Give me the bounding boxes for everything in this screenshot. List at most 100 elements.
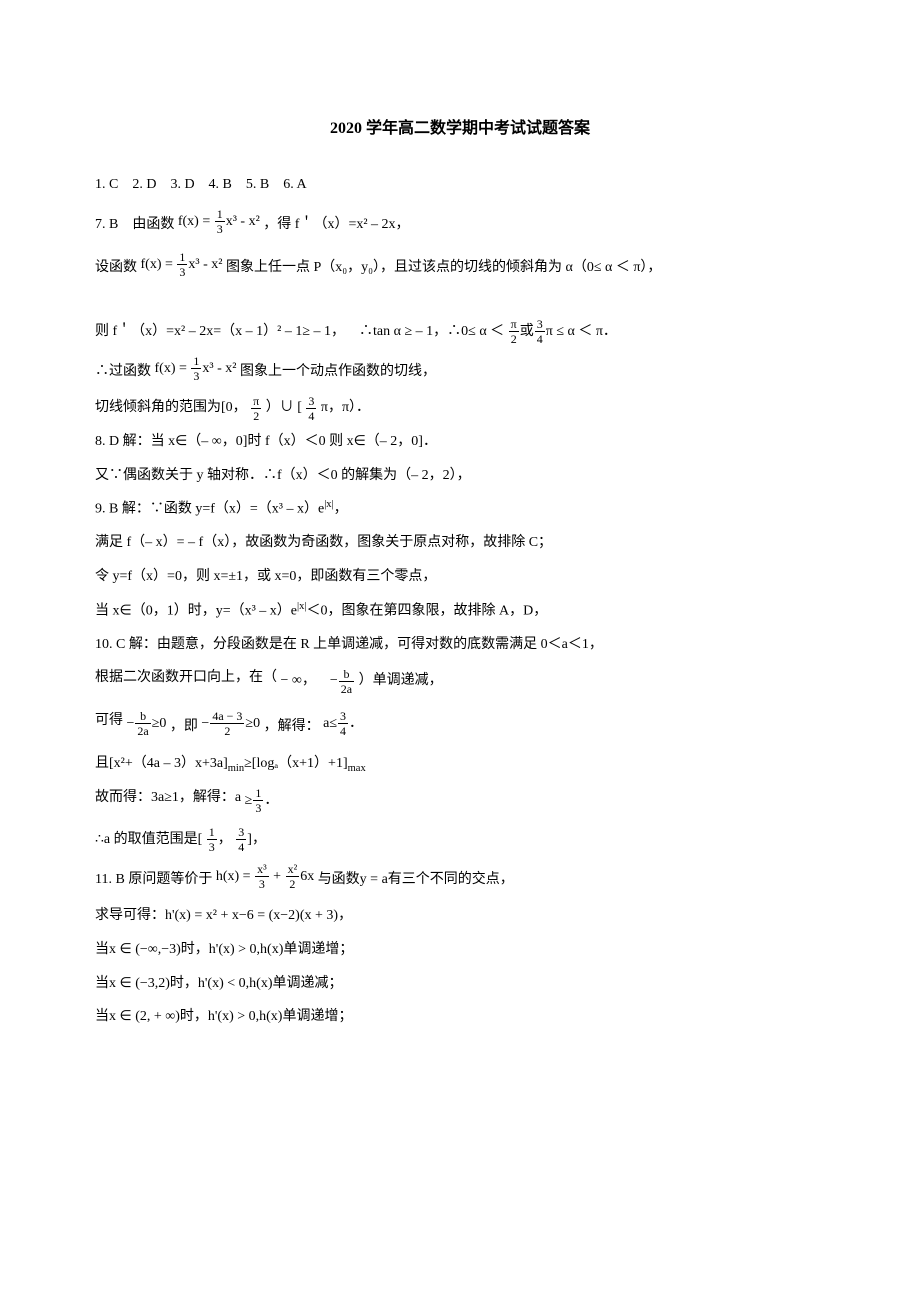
num: 1 xyxy=(191,355,201,368)
plus: + xyxy=(270,869,285,884)
q9-l4b: ＜0，图象在第四象限，故排除 A，D， xyxy=(306,603,547,618)
frac-1-3d: 13 xyxy=(253,787,263,814)
q10-p2: −4a − 32≥0 xyxy=(201,707,260,741)
q7-fx2: f(x) = 13x³ - x² xyxy=(141,248,223,282)
or-text: 或 xyxy=(520,324,534,339)
q11-line1: 11. B 原问题等价于 h(x) = x³3 + x²26x 与函数y = a… xyxy=(95,857,825,900)
q9-line2: 满足 f（– x）= – f（x），故函数为奇函数，图象关于原点对称，故排除 C… xyxy=(95,526,825,560)
q10-line3: 可得 −b2a≥0 ，即 −4a − 32≥0 ，解得： a≤34． xyxy=(95,704,825,747)
frac-b-2a2: b2a xyxy=(135,710,150,737)
q10-l4a: 且[x²+（4a – 3）x+3a] xyxy=(95,756,228,771)
frac-4a3-2: 4a − 32 xyxy=(210,710,244,737)
num: b xyxy=(135,710,150,723)
frac-x2-2: x²2 xyxy=(286,863,300,890)
q7-l5b: ）∪ [ xyxy=(266,400,302,415)
q10-line4: 且[x²+（4a – 3）x+3a]min≥[logₐ（x+1）+1]max xyxy=(95,747,825,781)
frac-3-4: 34 xyxy=(535,318,545,345)
q7-l4-suffix: 图象上一个动点作函数的切线， xyxy=(240,364,436,379)
den: 2a xyxy=(339,681,354,695)
a-le: a≤ xyxy=(323,716,337,731)
q10-l2-paren: ）单调递减， xyxy=(359,673,443,688)
pi-text: π xyxy=(546,324,553,339)
neg: − xyxy=(127,716,135,731)
frac-3-4d: 34 xyxy=(236,826,246,853)
den: 2 xyxy=(251,408,261,422)
num: 3 xyxy=(306,395,316,408)
q10-ge-1-3: ≥13． xyxy=(245,784,279,818)
page-container: 2020 学年高二数学期中考试试题答案 1. C 2. D 3. D 4. B … xyxy=(0,0,920,1094)
num: 1 xyxy=(207,826,217,839)
q10-l3a: 可得 xyxy=(95,713,127,728)
q9-l1a: 9. B 解：∵函数 y=f（x）=（x³ – x）e xyxy=(95,502,324,517)
q10-l6a: ∴a 的取值范围是[ xyxy=(95,832,202,847)
q7-l5a: 切线倾斜角的范围为[0， xyxy=(95,400,247,415)
ge: ≥ xyxy=(245,793,253,808)
q7-l4-prefix: ∴过函数 xyxy=(95,355,151,389)
hx-eq: h(x) = xyxy=(216,869,254,884)
den: 4 xyxy=(535,331,545,345)
num: x³ xyxy=(255,863,269,876)
q10-line1: 10. C 解：由题意，分段函数是在 R 上单调递减，可得对数的底数需满足 0＜… xyxy=(95,628,825,662)
den: 3 xyxy=(191,368,201,382)
q7-prefix: 7. B 由函数 xyxy=(95,208,174,242)
q11-line2: 求导可得：h'(x) = x² + x−6 = (x−2)(x + 3)， xyxy=(95,899,825,933)
q10-l3c: ，解得： xyxy=(264,719,320,734)
sup-absx: |x| xyxy=(324,499,333,510)
q11-line4: 当x ∈ (−3,2)时，h'(x) < 0,h(x)单调递减； xyxy=(95,967,825,1001)
frac-1-3c: 13 xyxy=(191,355,201,382)
num: 3 xyxy=(535,318,545,331)
ge0: ≥0 xyxy=(245,716,260,731)
frac-1-3: 13 xyxy=(215,208,225,235)
frac-1-3b: 13 xyxy=(177,251,187,278)
den: 3 xyxy=(253,800,263,814)
fx-tail: x³ - x² xyxy=(202,361,236,376)
q11-hx: h(x) = x³3 + x²26x xyxy=(216,860,314,894)
hx-tail: 6x xyxy=(300,869,314,884)
den: 3 xyxy=(215,221,225,235)
spacer xyxy=(95,287,825,315)
fx-eq: f(x) = xyxy=(178,214,214,229)
q9-line4: 当 x∈（0，1）时，y=（x³ – x）e|x|＜0，图象在第四象限，故排除 … xyxy=(95,594,825,628)
neg: − xyxy=(201,716,209,731)
num: 1 xyxy=(215,208,225,221)
q10-l4b: ≥[logₐ（x+1）+1] xyxy=(244,756,348,771)
q8-line2: 又∵偶函数关于 y 轴对称．∴f（x）＜0 的解集为（– 2，2）， xyxy=(95,459,825,493)
num: x² xyxy=(286,863,300,876)
q7-line3: 则 f＇（x）=x² – 2x=（x – 1）² – 1≥ – 1， ∴tan … xyxy=(95,315,825,349)
q10-l3b: ，即 xyxy=(170,719,202,734)
q9-line1: 9. B 解：∵函数 y=f（x）=（x³ – x）e|x|， xyxy=(95,492,825,526)
frac-1-3e: 13 xyxy=(207,826,217,853)
q10-l6b: ]， xyxy=(247,832,266,847)
q7-l3a: 则 f＇（x）=x² – 2x=（x – 1）² – 1≥ – 1， ∴tan … xyxy=(95,324,504,339)
q7-l5c: π，π）． xyxy=(321,400,370,415)
q7-fx3: f(x) = 13x³ - x² xyxy=(155,352,237,386)
den: 2 xyxy=(509,331,519,345)
den: 2 xyxy=(286,876,300,890)
num: π xyxy=(509,318,519,331)
q10-l5a: 故而得：3a≥1，解得：a xyxy=(95,790,241,805)
sub-max: max xyxy=(348,762,366,773)
q9-line3: 令 y=f（x）=0，则 x=±1，或 x=0，即函数有三个零点， xyxy=(95,560,825,594)
den: 4 xyxy=(338,723,348,737)
den: 3 xyxy=(255,876,269,890)
q10-line2: 根据二次函数开口向上，在（ − ∞， −b2a ）单调递减， xyxy=(95,661,825,704)
q10-line6: ∴a 的取值范围是[ 13， 34]， xyxy=(95,823,825,857)
q10-line5: 故而得：3a≥1，解得：a ≥13． xyxy=(95,781,825,824)
num: π xyxy=(251,395,261,408)
q10-inf-expr: − ∞， −b2a ）单调递减， xyxy=(281,664,443,698)
frac-b-2a: b2a xyxy=(339,668,354,695)
q9-l1b: ， xyxy=(334,502,348,517)
q11-line3: 当x ∈ (−∞,−3)时，h'(x) > 0,h(x)单调递增； xyxy=(95,933,825,967)
comma: ， xyxy=(218,832,232,847)
frac-pi-2: π2 xyxy=(509,318,519,345)
ge0: ≥0 xyxy=(152,716,167,731)
q11-prefix: 11. B 原问题等价于 xyxy=(95,863,212,897)
den: 4 xyxy=(236,839,246,853)
q10-p1: −b2a≥0 xyxy=(127,707,167,741)
q7-l2-prefix: 设函数 xyxy=(95,251,137,285)
den: 2 xyxy=(210,723,244,737)
num: 4a − 3 xyxy=(210,710,244,723)
den: 3 xyxy=(207,839,217,853)
q10-p3: a≤34． xyxy=(323,707,363,741)
q7-suffix: ，得 f＇（x）=x² – 2x， xyxy=(263,217,409,232)
